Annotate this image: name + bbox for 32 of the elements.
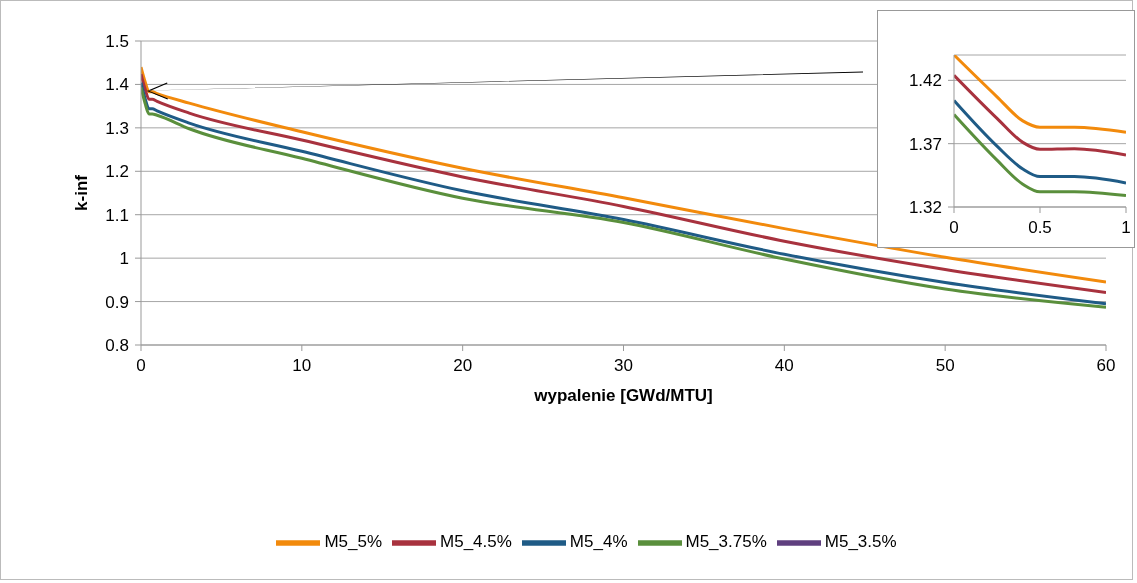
y-tick-label: 0.8 <box>105 336 129 356</box>
x-tick-label: 60 <box>1096 356 1116 376</box>
y-tick-label: 1.4 <box>105 75 129 95</box>
legend-label: M5_4.5% <box>440 532 512 552</box>
x-tick-label: 1 <box>1121 218 1131 238</box>
x-tick-label: 10 <box>292 356 312 376</box>
line-series <box>954 113 1126 198</box>
line-series <box>954 99 1126 185</box>
legend-label: M5_4% <box>569 532 628 552</box>
y-tick-label: 1.5 <box>105 32 129 52</box>
y-tick-label: 1.3 <box>105 118 129 138</box>
x-tick-label: 50 <box>935 356 955 376</box>
y-tick-label: 0.9 <box>105 292 129 312</box>
y-tick-label: 1.37 <box>908 134 942 154</box>
legend-label: M5_3.5% <box>824 532 897 552</box>
x-axis-title: wypalenie [GWd/MTU] <box>533 386 713 405</box>
y-axis-title: k-inf <box>72 174 92 211</box>
line-series <box>954 55 1126 134</box>
y-tick-label: 1.2 <box>105 162 129 182</box>
y-tick-label: 1.42 <box>908 71 942 91</box>
x-tick-label: 0.5 <box>1028 218 1052 238</box>
line-series <box>954 73 1126 157</box>
y-tick-label: 1.32 <box>908 198 942 218</box>
y-tick-label: 1.1 <box>105 205 129 225</box>
x-tick-label: 20 <box>453 356 473 376</box>
legend-label: M5_3.75% <box>685 532 767 552</box>
x-tick-label: 0 <box>136 356 146 376</box>
legend-label: M5_5% <box>324 532 383 552</box>
x-tick-label: 40 <box>774 356 794 376</box>
x-tick-label: 0 <box>949 218 959 238</box>
x-tick-label: 30 <box>614 356 633 376</box>
y-tick-label: 1 <box>119 249 129 269</box>
